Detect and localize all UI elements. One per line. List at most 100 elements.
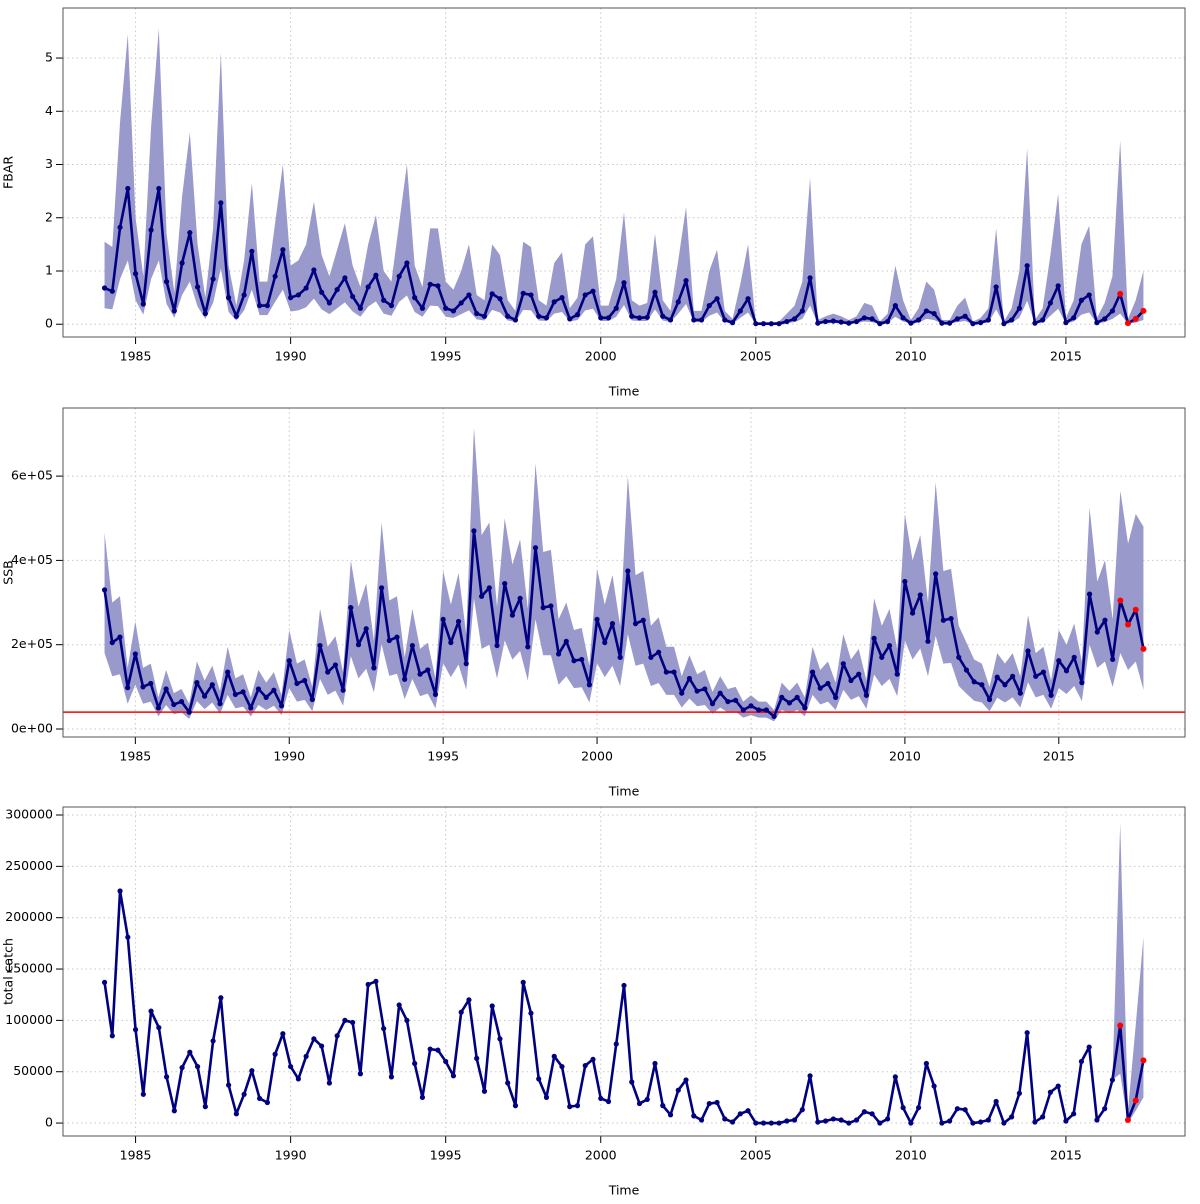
data-point — [613, 1041, 619, 1047]
data-point — [171, 308, 177, 314]
data-point — [132, 271, 139, 277]
data-point — [249, 248, 255, 254]
data-point — [179, 1065, 185, 1071]
data-point — [869, 1111, 875, 1117]
data-point — [908, 1120, 914, 1126]
data-point — [632, 621, 639, 627]
data-point — [709, 701, 716, 707]
x-tick-label: 2000 — [585, 1148, 617, 1163]
data-point — [644, 314, 650, 320]
data-point — [962, 1107, 968, 1113]
data-point — [838, 1117, 844, 1123]
data-point — [636, 315, 643, 321]
data-point — [717, 690, 723, 696]
data-point — [1047, 1089, 1054, 1095]
data-point — [586, 682, 592, 688]
data-point — [155, 705, 162, 711]
x-tick-label: 2010 — [889, 749, 921, 764]
data-point — [884, 1116, 891, 1122]
data-point — [1025, 648, 1031, 654]
data-point — [848, 677, 854, 684]
data-point — [802, 705, 808, 711]
data-point — [396, 273, 402, 279]
data-point — [388, 302, 395, 309]
data-point — [148, 1008, 154, 1014]
data-point — [846, 1120, 852, 1126]
data-point — [435, 1047, 441, 1053]
data-point — [555, 651, 562, 657]
data-point — [923, 1060, 929, 1067]
data-point — [590, 288, 596, 294]
data-point — [225, 669, 231, 675]
data-point — [574, 1103, 581, 1109]
data-point — [846, 320, 852, 326]
data-point — [776, 1120, 782, 1126]
data-point — [660, 313, 666, 319]
data-point — [210, 1038, 216, 1044]
data-point — [394, 634, 400, 640]
x-tick-label: 1985 — [120, 349, 152, 364]
data-point — [536, 1076, 542, 1082]
data-point — [753, 321, 759, 327]
data-point — [278, 703, 285, 709]
data-point — [838, 319, 844, 325]
data-point — [671, 669, 677, 675]
data-point — [295, 1076, 301, 1082]
data-point — [409, 642, 415, 649]
y-tick-label: 150000 — [5, 961, 53, 976]
data-point — [309, 696, 315, 703]
data-point — [675, 299, 681, 305]
data-point — [455, 618, 462, 625]
data-point — [232, 691, 238, 698]
data-point — [140, 684, 146, 690]
data-point — [357, 305, 364, 311]
x-tick-label: 2000 — [585, 349, 617, 364]
data-point — [979, 682, 985, 688]
data-point — [186, 709, 192, 715]
data-point — [543, 1094, 550, 1100]
data-point — [822, 318, 829, 325]
y-tick-label: 5 — [45, 50, 53, 65]
data-point — [311, 267, 317, 273]
data-point — [148, 680, 154, 687]
data-point — [325, 669, 331, 675]
data-point — [1125, 621, 1132, 628]
data-point — [698, 1117, 705, 1123]
data-point — [543, 315, 550, 321]
data-point — [505, 1080, 511, 1086]
data-point — [432, 691, 439, 698]
data-point — [540, 605, 546, 611]
data-point — [536, 313, 542, 319]
data-point — [1140, 307, 1147, 314]
data-point — [582, 292, 588, 298]
x-tick-label: 2015 — [1050, 349, 1082, 364]
data-point — [272, 1051, 278, 1057]
data-point — [825, 680, 831, 687]
data-point — [302, 677, 308, 684]
data-point — [125, 185, 131, 192]
data-point — [933, 571, 939, 577]
data-point — [218, 995, 224, 1001]
data-point — [1055, 1083, 1061, 1089]
data-point — [722, 317, 728, 323]
data-point — [877, 321, 883, 327]
data-point — [140, 301, 146, 307]
data-point — [809, 669, 816, 675]
data-point — [202, 1104, 208, 1110]
data-point — [489, 1003, 495, 1009]
data-point — [602, 639, 608, 646]
data-point — [202, 310, 208, 317]
data-point — [101, 979, 108, 985]
data-point — [355, 642, 362, 648]
data-point — [1109, 308, 1116, 314]
data-point — [799, 308, 805, 314]
data-point — [171, 701, 177, 708]
data-point — [280, 247, 286, 253]
data-point — [971, 679, 977, 685]
data-point — [853, 318, 860, 325]
y-axis-label: FBAR — [1, 156, 16, 189]
data-point — [931, 310, 937, 317]
data-point — [840, 661, 846, 667]
data-point — [1040, 317, 1046, 323]
x-tick-label: 2010 — [895, 349, 927, 364]
